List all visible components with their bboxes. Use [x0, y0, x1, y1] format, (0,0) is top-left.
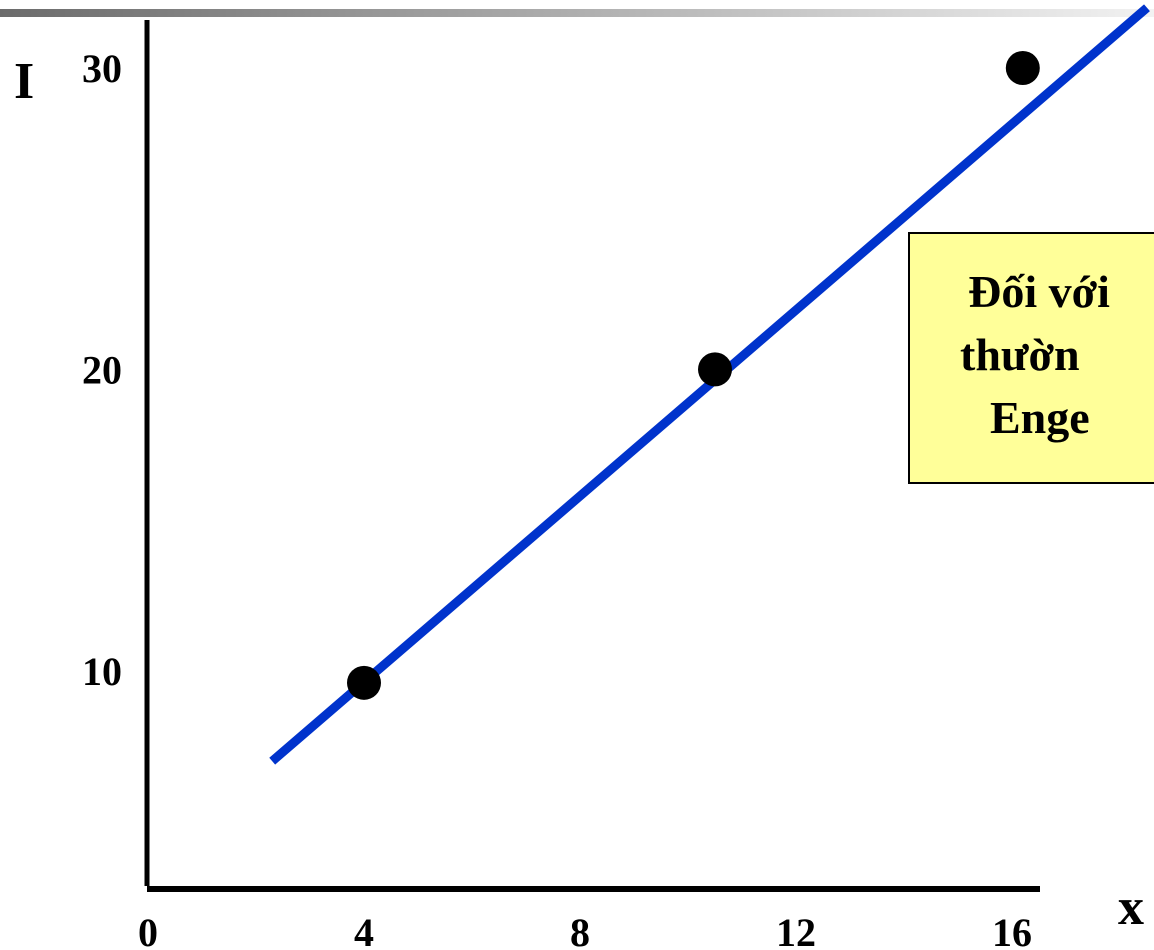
- y-axis-title: I: [14, 53, 34, 110]
- annotation-line: Enge: [990, 392, 1090, 443]
- x-tick-label: 4: [354, 910, 374, 950]
- data-point: [1005, 51, 1040, 85]
- data-point: [347, 665, 381, 700]
- data-point: [698, 352, 732, 387]
- annotation-box: Đối với thườn Enge: [908, 232, 1154, 484]
- x-tick-label: 12: [776, 910, 816, 950]
- y-tick-label: 20: [82, 347, 122, 392]
- x-tick-label: 0: [138, 910, 158, 950]
- top-border-bar: [0, 9, 1154, 17]
- x-tick-label: 16: [992, 910, 1032, 950]
- annotation-line: thườn: [960, 329, 1080, 380]
- y-tick-label: 30: [82, 46, 122, 91]
- annotation-line: Đối với: [968, 266, 1110, 317]
- x-axis-title: x: [1118, 879, 1144, 936]
- y-tick-label: 10: [82, 649, 122, 694]
- x-tick-label: 8: [570, 910, 590, 950]
